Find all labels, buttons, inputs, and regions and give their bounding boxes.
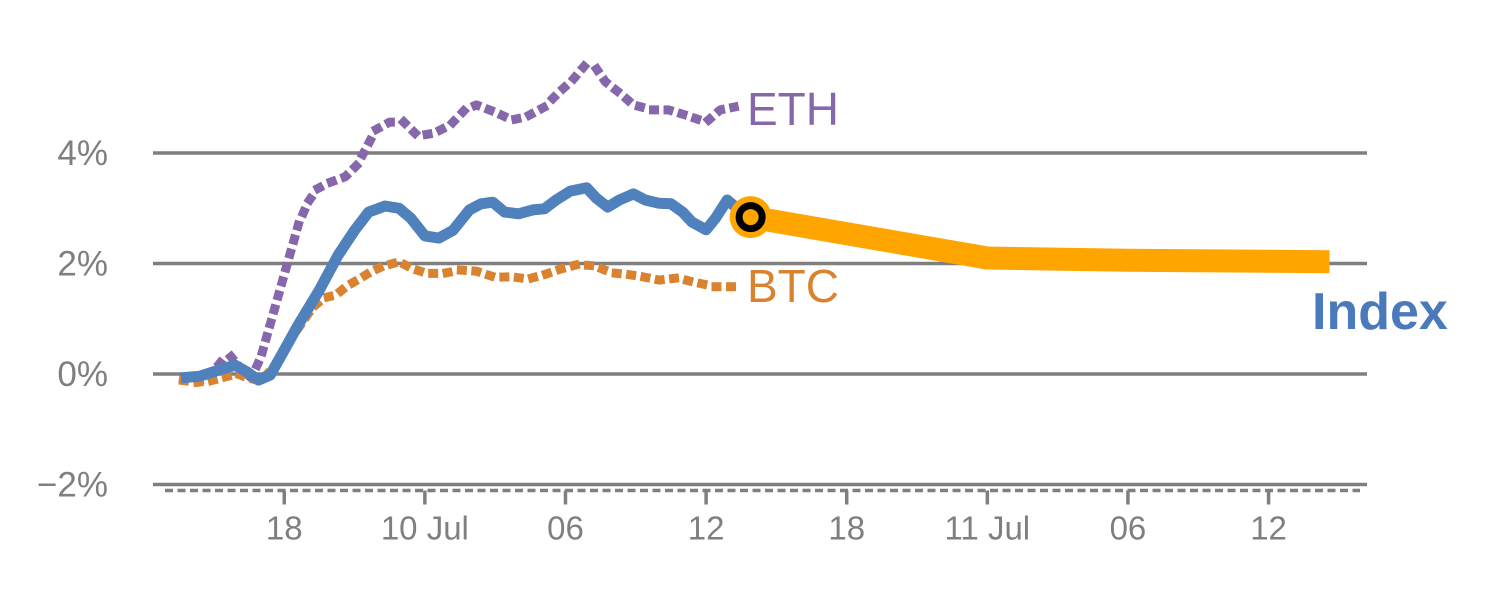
x-tick-label: 12 bbox=[1250, 510, 1287, 547]
y-tick-label: 4% bbox=[57, 134, 108, 173]
btc-series-label: BTC bbox=[747, 260, 839, 312]
current-point-marker bbox=[735, 202, 766, 233]
x-tick-label: 06 bbox=[547, 510, 584, 547]
index-series-label: Index bbox=[1312, 283, 1448, 341]
index-series-line bbox=[180, 182, 754, 386]
eth-series-label: ETH bbox=[747, 83, 839, 135]
y-tick-label: 0% bbox=[57, 355, 108, 394]
x-tick-label: 12 bbox=[688, 510, 725, 547]
eth-series-line bbox=[178, 61, 740, 386]
index-forecast-series-line bbox=[748, 205, 1330, 274]
x-tick-label: 18 bbox=[266, 510, 303, 547]
x-tick-label: 06 bbox=[1110, 510, 1147, 547]
y-tick-label: −2% bbox=[37, 466, 108, 505]
x-tick-label: 18 bbox=[828, 510, 865, 547]
x-tick-label: 10 Jul bbox=[381, 510, 469, 547]
x-tick-label: 11 Jul bbox=[945, 510, 1031, 547]
y-tick-label: 2% bbox=[57, 245, 108, 284]
